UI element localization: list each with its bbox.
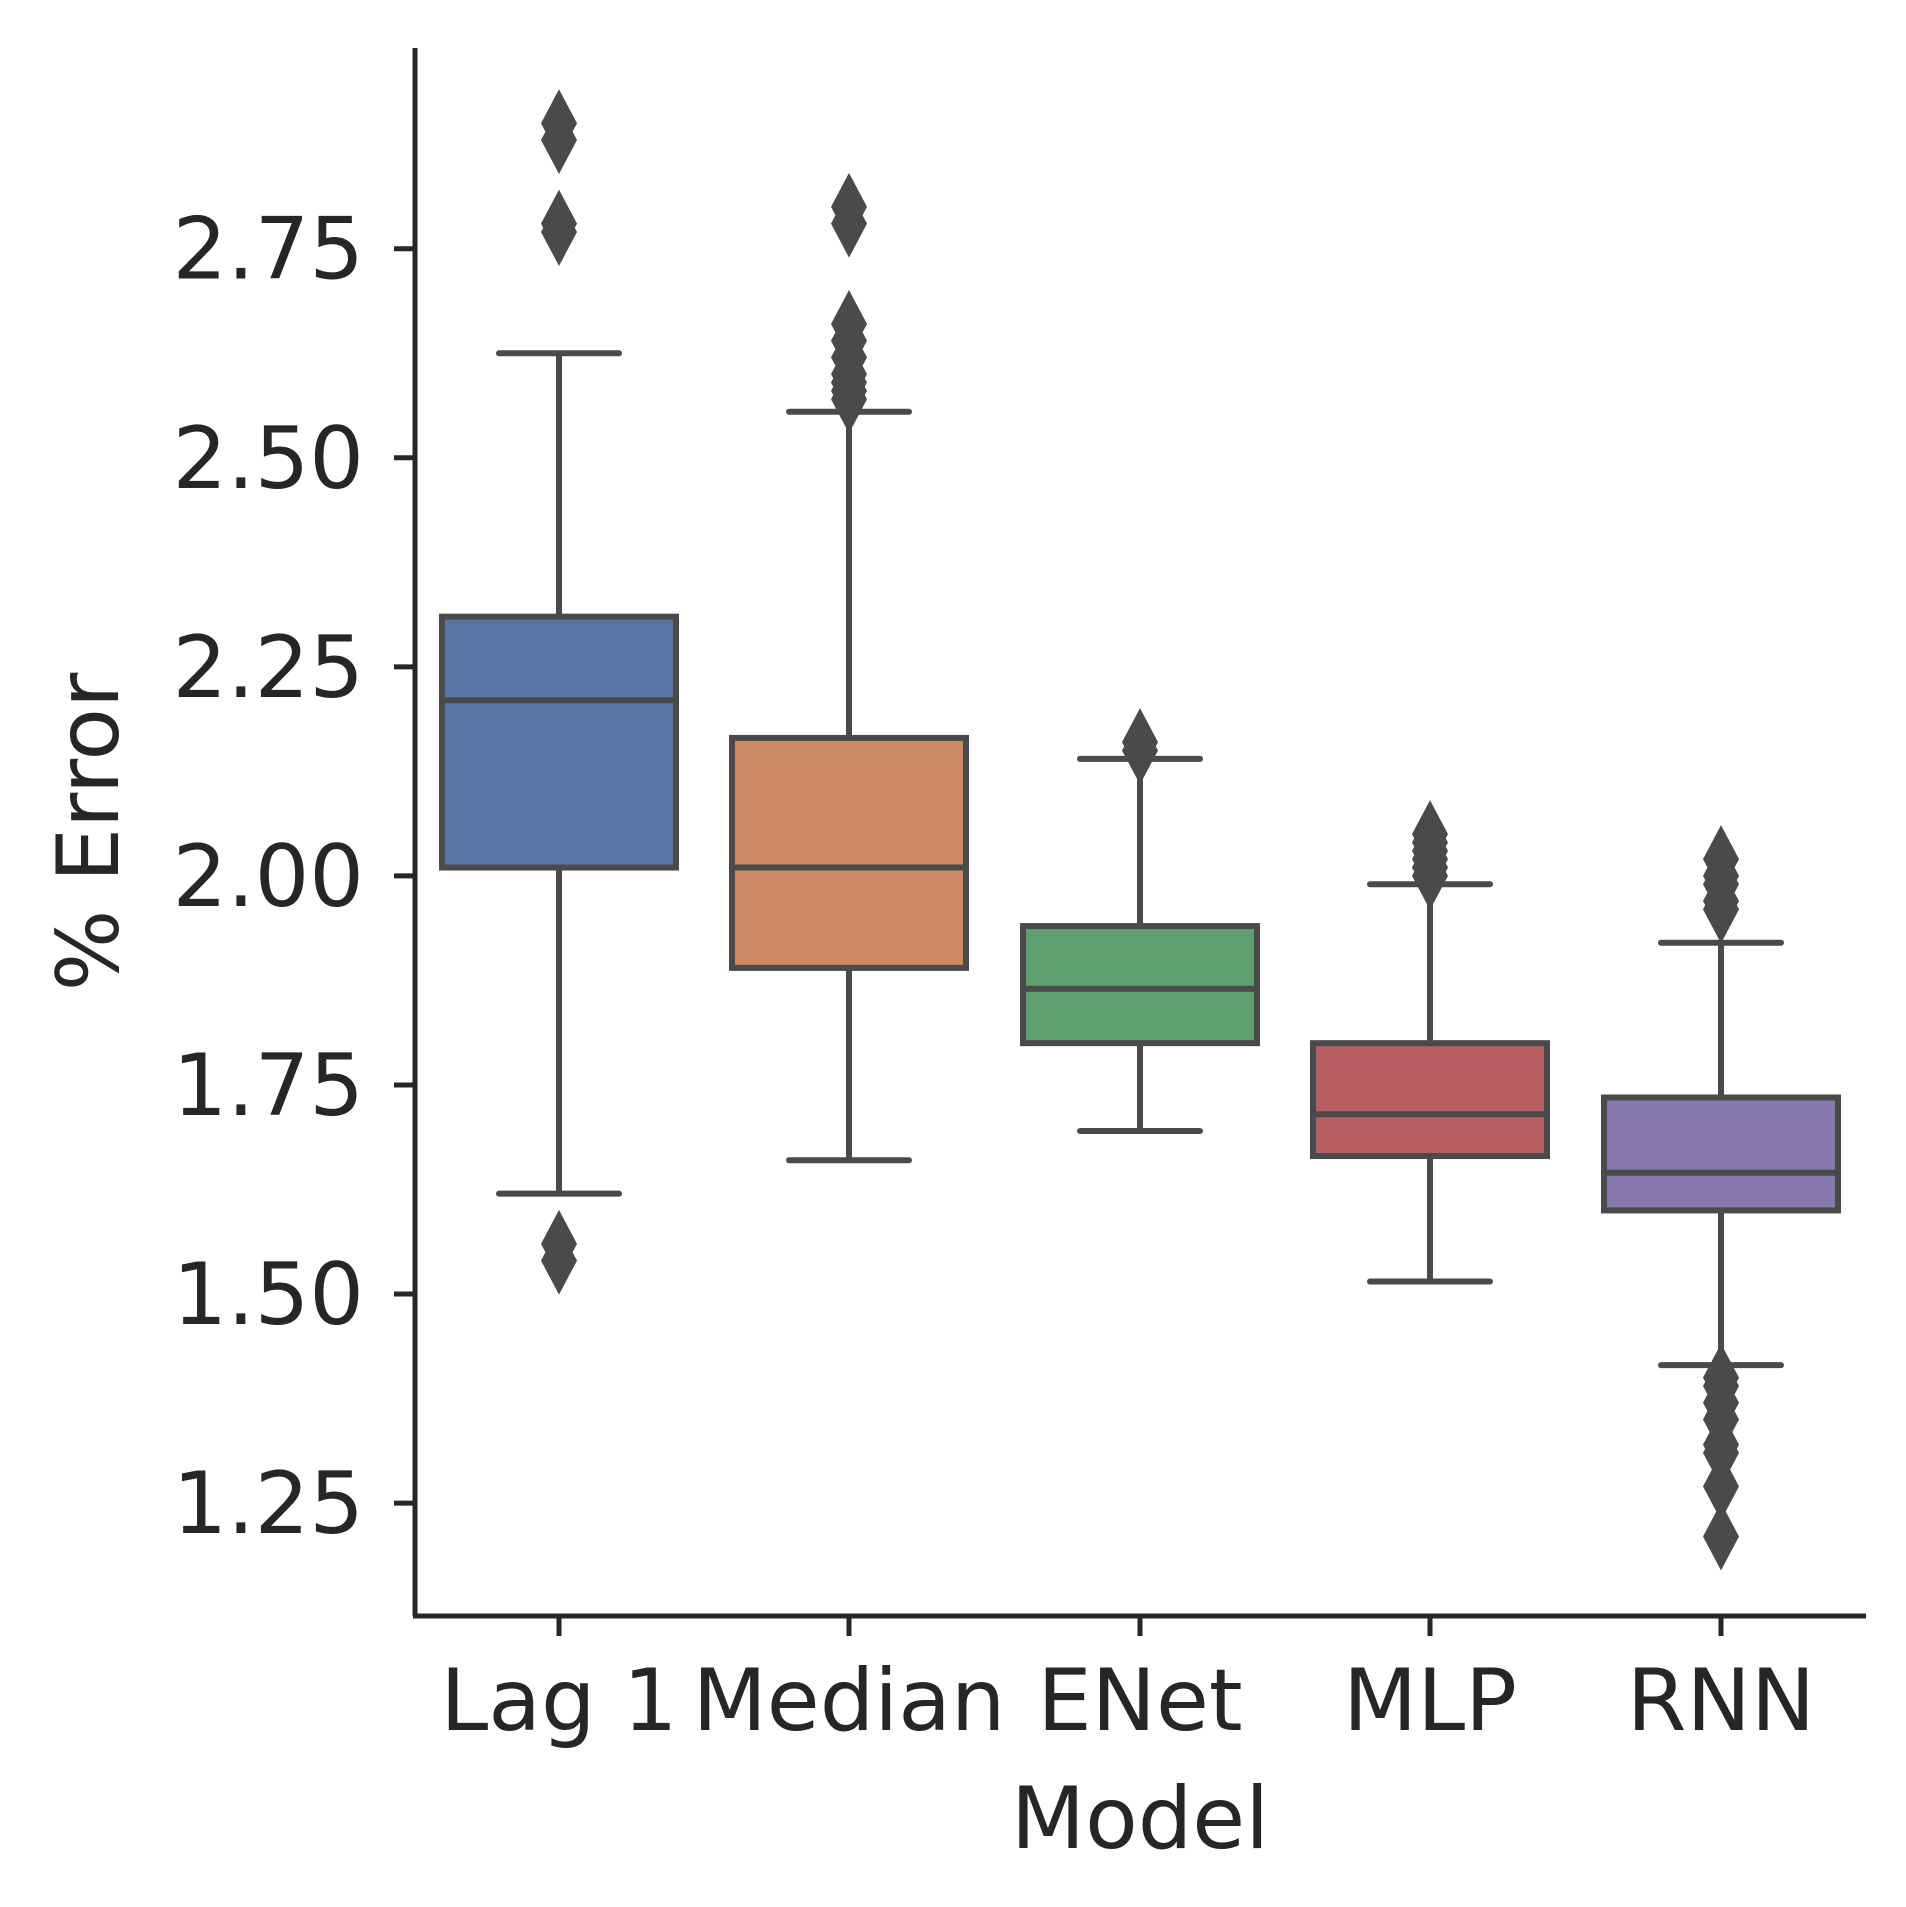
y-tick-label: 2.00 [173, 827, 364, 927]
boxes [439, 89, 1841, 1571]
x-axis-title: Model [1011, 1769, 1269, 1869]
outlier-marker [541, 197, 577, 266]
outlier-marker [1703, 1452, 1739, 1521]
outlier-marker [541, 105, 577, 174]
iqr-box [1020, 923, 1260, 1047]
outlier-marker [1122, 716, 1158, 785]
y-tick-label: 1.25 [173, 1454, 364, 1554]
iqr-box [729, 734, 969, 971]
iqr-box [1601, 1094, 1841, 1214]
iqr-box [1310, 1040, 1550, 1160]
box-mlp [1310, 800, 1550, 1285]
x-tick-label: ENet [1037, 1651, 1242, 1751]
outlier-marker [1703, 1502, 1739, 1571]
outlier-marker [831, 189, 867, 258]
y-axis-title: % Error [39, 672, 139, 991]
box-enet [1020, 708, 1260, 1134]
x-tick-label: MLP [1343, 1651, 1517, 1751]
outlier-marker [1412, 841, 1448, 910]
box-lag-1 [439, 89, 679, 1295]
y-tick-label: 1.75 [173, 1036, 364, 1136]
y-tick-label: 2.25 [173, 618, 364, 718]
y-tick-label: 2.75 [173, 200, 364, 300]
y-tick-label: 2.50 [173, 409, 364, 509]
x-tick-label: Lag 1 [440, 1651, 677, 1751]
outlier-marker [541, 1226, 577, 1295]
box-rnn [1601, 825, 1841, 1571]
x-tick-label: Median [693, 1651, 1006, 1751]
x-tick-label: RNN [1627, 1651, 1815, 1751]
outlier-marker [1703, 875, 1739, 944]
y-tick-label: 1.50 [173, 1245, 364, 1345]
y-ticks: 1.25 1.50 1.75 2.00 2.25 2.50 2.75 [173, 200, 415, 1554]
x-ticks: Lag 1 Median ENet MLP RNN [440, 1616, 1815, 1751]
iqr-box [439, 613, 679, 871]
box-median [729, 172, 969, 1164]
outlier-marker [831, 365, 867, 434]
